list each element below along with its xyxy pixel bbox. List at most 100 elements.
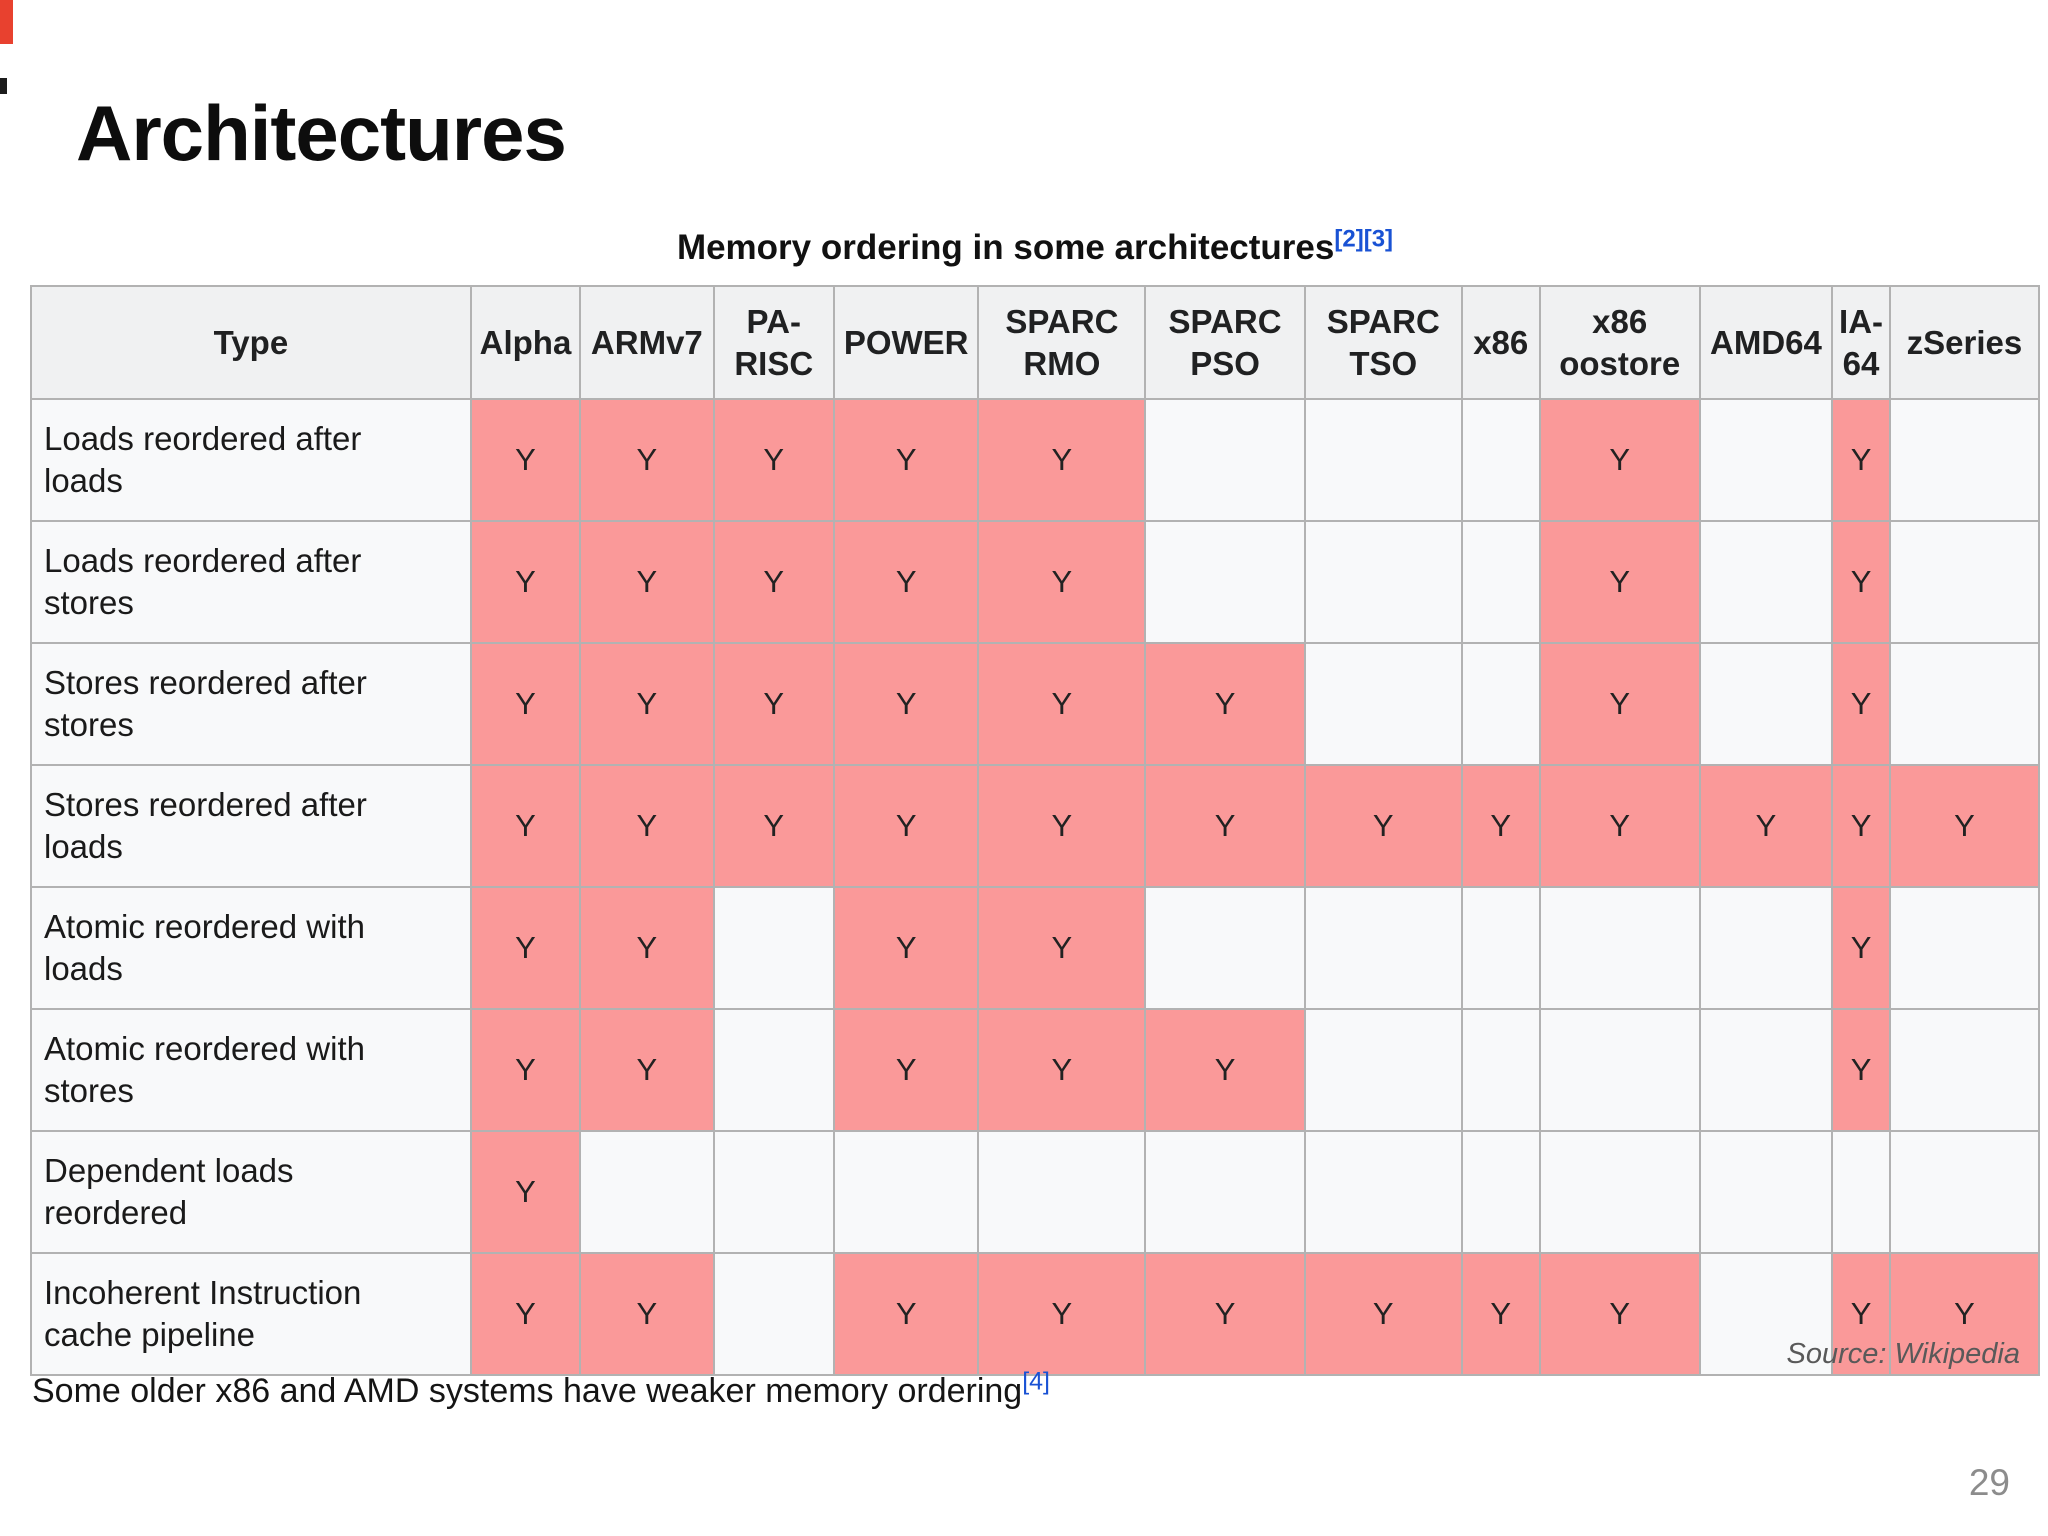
cell-empty xyxy=(1144,398,1306,522)
cell-yes: Y xyxy=(1538,520,1701,644)
cell-empty xyxy=(1303,1130,1463,1254)
cell-empty xyxy=(977,1130,1147,1254)
cell-yes: Y xyxy=(1144,1008,1306,1132)
cell-yes: Y xyxy=(1460,764,1541,888)
column-header-type: Type xyxy=(30,285,472,400)
cell-empty xyxy=(1460,520,1541,644)
cell-yes: Y xyxy=(977,886,1147,1010)
table-row: Loads reordered after stores Y Y Y Y Y Y Y xyxy=(30,520,2041,644)
cell-empty xyxy=(712,886,835,1010)
cell-empty xyxy=(1698,1252,1834,1376)
row-label: Dependent loads reordered xyxy=(30,1130,472,1254)
cell-empty xyxy=(1144,1130,1306,1254)
cell-yes: Y xyxy=(469,642,582,766)
cell-empty xyxy=(1888,1130,2041,1254)
cell-yes: Y xyxy=(977,642,1147,766)
cell-empty xyxy=(1303,1008,1463,1132)
cell-yes: Y xyxy=(832,886,980,1010)
cell-yes: Y xyxy=(579,520,715,644)
slide-title: Architectures xyxy=(76,89,567,177)
cell-empty xyxy=(1698,1130,1834,1254)
cell-yes: Y xyxy=(469,764,582,888)
cell-empty xyxy=(1888,1008,2041,1132)
citation-ref-4: [4] xyxy=(1022,1367,1050,1396)
cell-empty xyxy=(1698,520,1834,644)
cell-yes: Y xyxy=(469,1252,582,1376)
cell-empty xyxy=(1698,1008,1834,1132)
cell-empty xyxy=(1888,520,2041,644)
cell-empty xyxy=(1303,642,1463,766)
footnote-text: Some older x86 and AMD systems have weak… xyxy=(32,1372,1023,1410)
memory-ordering-table-wrap: Type Alpha ARMv7 PA-RISC POWER SPARC RMO SPARC… xyxy=(30,285,2041,1376)
cell-empty xyxy=(712,1008,835,1132)
table-row: Atomic reordered with stores Y Y Y Y Y Y xyxy=(30,1008,2041,1132)
cell-yes: Y xyxy=(1144,1252,1306,1376)
citation-ref-3: [3] xyxy=(1363,225,1394,253)
column-header-amd64: AMD64 xyxy=(1698,285,1834,400)
citation-ref-2: [2] xyxy=(1334,225,1364,253)
cell-empty xyxy=(1144,520,1306,644)
row-label: Incoherent Instruction cache pipeline xyxy=(30,1252,472,1376)
cell-yes: Y xyxy=(1144,642,1306,766)
table-row: Incoherent Instruction cache pipeline Y Y Y… xyxy=(30,1252,2041,1376)
cell-yes: Y xyxy=(832,764,980,888)
table-header-row: Type Alpha ARMv7 PA-RISC POWER SPARC RMO SPARC… xyxy=(30,285,2041,400)
footnote: Some older x86 and AMD systems have weak… xyxy=(32,1369,1050,1411)
cell-empty xyxy=(1538,1008,1701,1132)
cell-yes: Y xyxy=(1303,1252,1463,1376)
cell-empty xyxy=(1460,398,1541,522)
cell-yes: Y xyxy=(469,1008,582,1132)
table-row: Stores reordered after stores Y Y Y Y Y Y Y Y xyxy=(30,642,2041,766)
cell-yes: Y xyxy=(1303,764,1463,888)
cell-yes: Y xyxy=(579,398,715,522)
cell-empty xyxy=(579,1130,715,1254)
cell-yes: Y xyxy=(469,1130,582,1254)
cell-empty xyxy=(1698,886,1834,1010)
cell-empty xyxy=(712,1130,835,1254)
column-header-zseries: zSeries xyxy=(1888,285,2041,400)
column-header-power: POWER xyxy=(832,285,980,400)
cell-empty xyxy=(1888,886,2041,1010)
cell-yes: Y xyxy=(712,520,835,644)
cell-empty xyxy=(1538,886,1701,1010)
column-header-x86-oostore: x86 oostore xyxy=(1538,285,1701,400)
row-label: Loads reordered after loads xyxy=(30,398,472,522)
cell-yes: Y xyxy=(1831,764,1891,888)
cell-yes: Y xyxy=(1144,764,1306,888)
cell-yes: Y xyxy=(832,642,980,766)
memory-ordering-table: Type Alpha ARMv7 PA-RISC POWER SPARC RMO SPARC… xyxy=(30,285,2041,1376)
column-header-ia-64: IA-64 xyxy=(1831,285,1891,400)
cell-yes: Y xyxy=(1698,764,1834,888)
cell-empty xyxy=(1538,1130,1701,1254)
cell-empty xyxy=(1303,520,1463,644)
cell-yes: Y xyxy=(579,642,715,766)
cell-yes: Y xyxy=(832,1008,980,1132)
cell-yes: Y xyxy=(579,1252,715,1376)
cell-yes: Y xyxy=(712,398,835,522)
column-header-alpha: Alpha xyxy=(469,285,582,400)
row-label: Atomic reordered with loads xyxy=(30,886,472,1010)
cell-yes: Y xyxy=(1460,1252,1541,1376)
cell-yes: Y xyxy=(1831,1008,1891,1132)
cell-empty xyxy=(1698,642,1834,766)
cell-yes: Y xyxy=(579,764,715,888)
cell-yes: Y xyxy=(1831,642,1891,766)
cell-yes: Y xyxy=(579,886,715,1010)
column-header-sparc-pso: SPARC PSO xyxy=(1144,285,1306,400)
cell-yes: Y xyxy=(712,764,835,888)
cell-yes: Y xyxy=(1888,764,2041,888)
cell-empty xyxy=(1460,642,1541,766)
cell-yes: Y xyxy=(832,1252,980,1376)
cell-empty xyxy=(712,1252,835,1376)
cell-empty xyxy=(1303,886,1463,1010)
cell-yes: Y xyxy=(1538,764,1701,888)
table-caption: Memory ordering in some architectures[2]… xyxy=(30,225,2040,268)
table-row: Loads reordered after loads Y Y Y Y Y Y Y xyxy=(30,398,2041,522)
cell-yes: Y xyxy=(977,1252,1147,1376)
cell-empty xyxy=(1698,398,1834,522)
cell-empty xyxy=(832,1130,980,1254)
row-label: Atomic reordered with stores xyxy=(30,1008,472,1132)
cell-empty xyxy=(1460,1008,1541,1132)
table-row: Atomic reordered with loads Y Y Y Y Y xyxy=(30,886,2041,1010)
